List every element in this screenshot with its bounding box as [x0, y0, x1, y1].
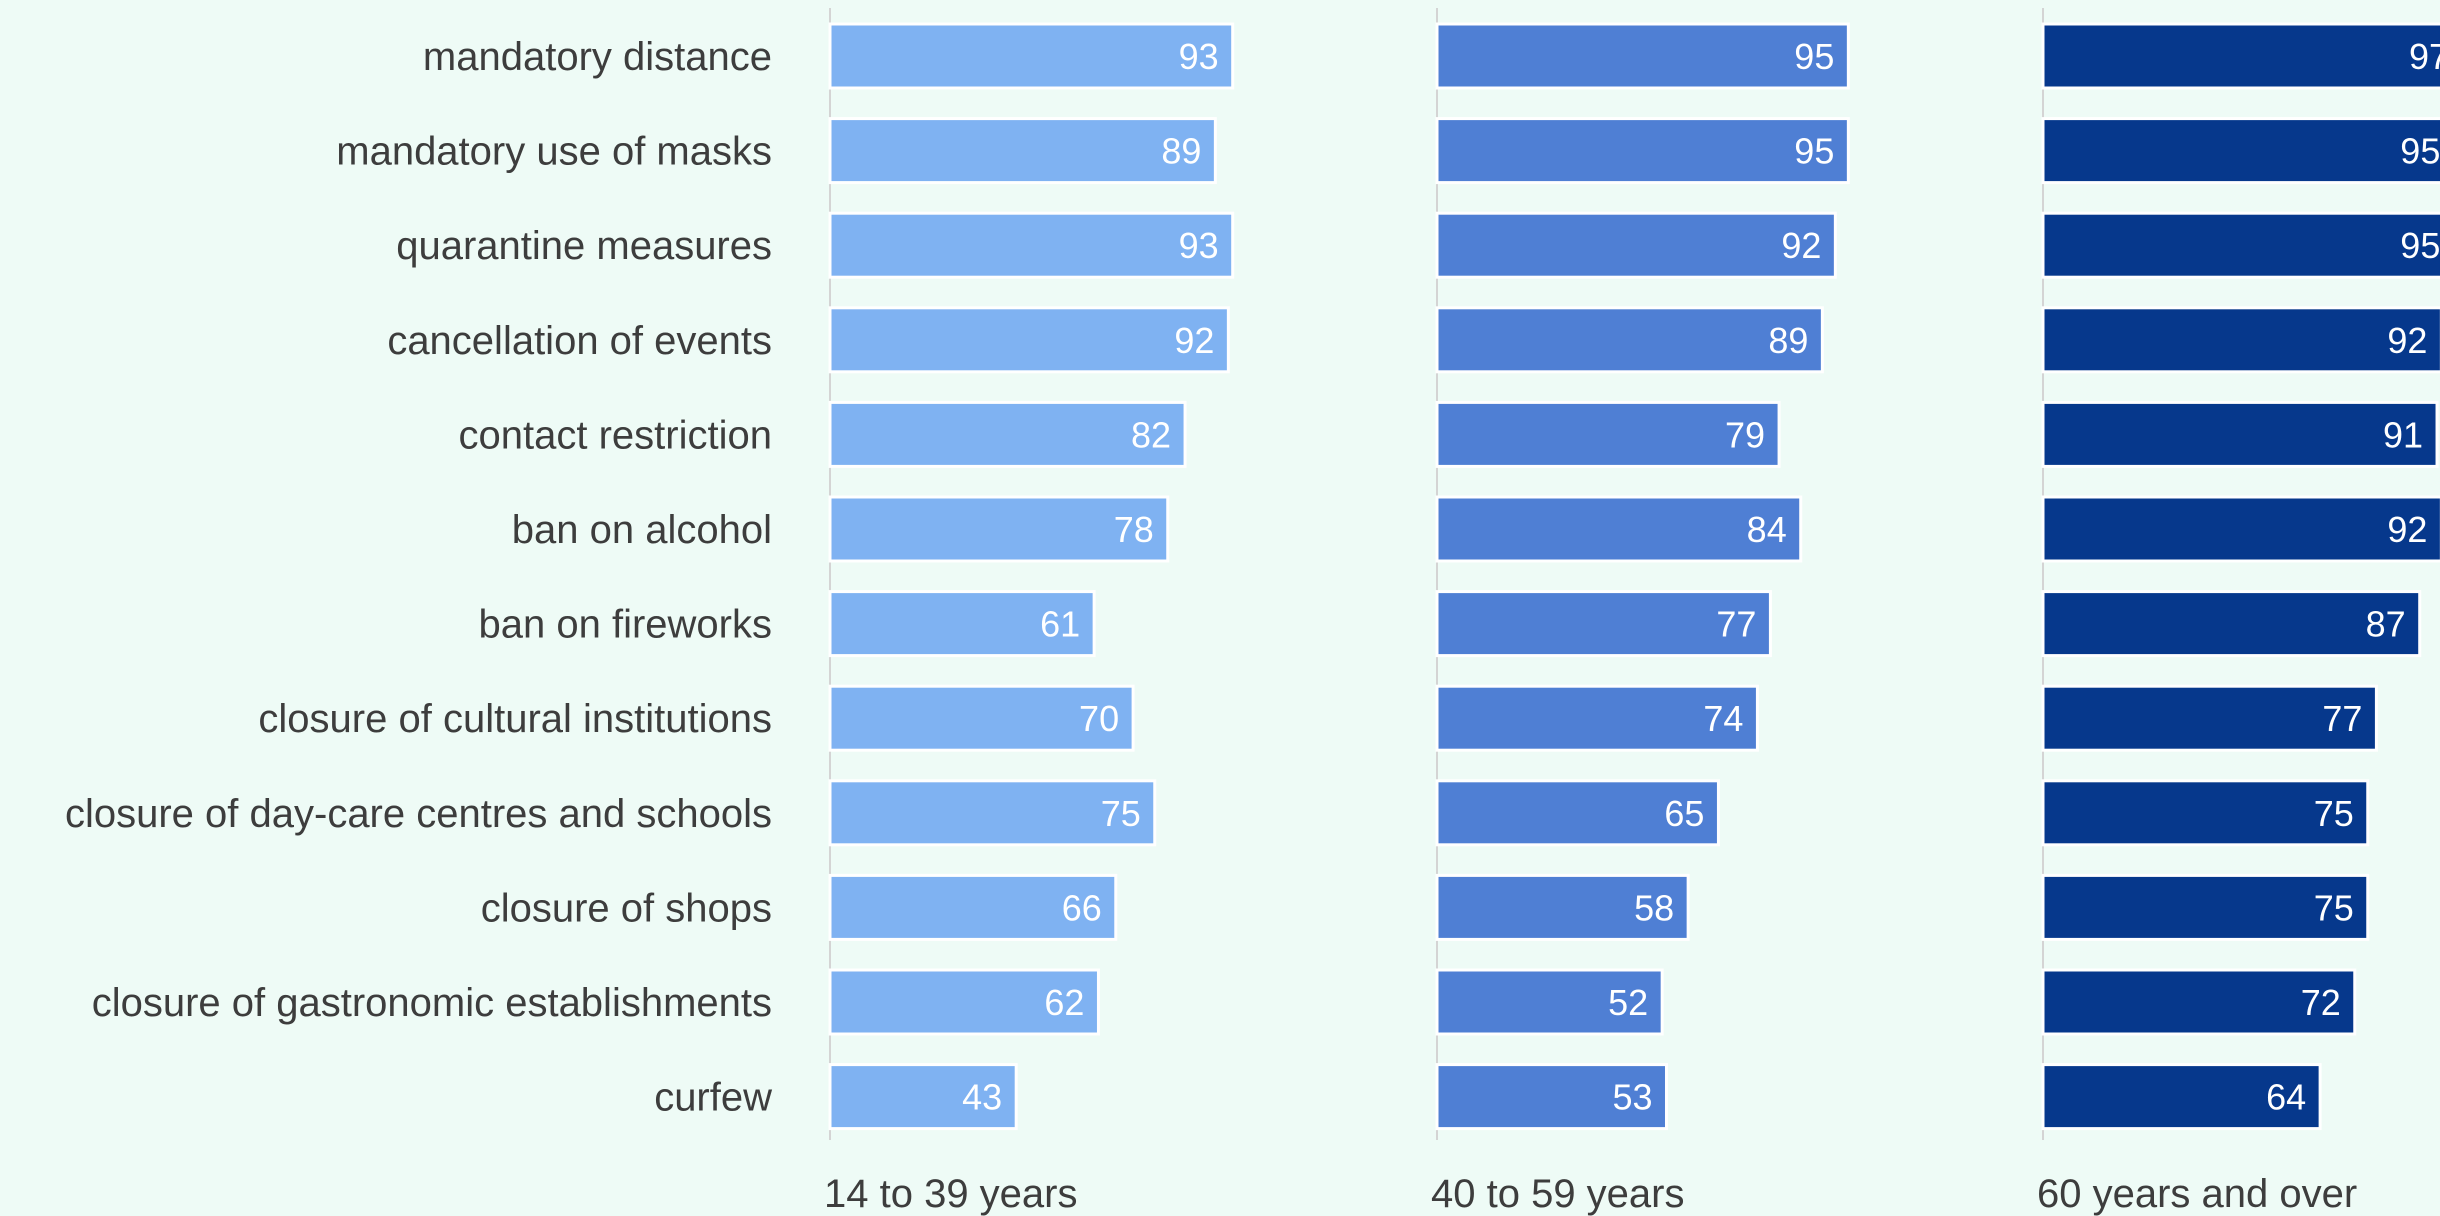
- data-label: 82: [1131, 414, 1171, 455]
- bar: [1435, 495, 1803, 563]
- bar: [828, 117, 1217, 185]
- category-label: quarantine measures: [396, 224, 772, 268]
- bar: [1435, 684, 1759, 752]
- panel-1: 93 89 93 92 82 78 61 70 75 66 62 43 14 to 39 years: [824, 8, 1235, 1216]
- data-label: 75: [1101, 793, 1141, 834]
- bar: [2041, 590, 2422, 658]
- data-label: 70: [1079, 698, 1119, 739]
- data-label: 58: [1634, 887, 1674, 928]
- bar: [828, 495, 1170, 563]
- bar: [1435, 590, 1772, 658]
- bar: [828, 400, 1187, 468]
- bar: [2041, 306, 2440, 374]
- bar: [828, 590, 1096, 658]
- bar: [2041, 400, 2439, 468]
- data-label: 61: [1040, 604, 1080, 645]
- data-label: 79: [1725, 414, 1765, 455]
- data-label: 95: [1794, 36, 1834, 77]
- data-label: 66: [1062, 887, 1102, 928]
- data-label: 65: [1664, 793, 1704, 834]
- series-label: 40 to 59 years: [1431, 1172, 1685, 1216]
- bar: [2041, 684, 2378, 752]
- data-label: 91: [2383, 414, 2423, 455]
- data-label: 75: [2314, 793, 2354, 834]
- data-label: 97: [2409, 36, 2440, 77]
- bar: [828, 684, 1135, 752]
- bar: [828, 306, 1230, 374]
- bar: [828, 22, 1235, 90]
- data-label: 72: [2301, 982, 2341, 1023]
- bar: [1435, 873, 1690, 941]
- bar: [1435, 968, 1664, 1036]
- category-label: closure of day-care centres and schools: [65, 792, 772, 836]
- category-label: mandatory distance: [423, 35, 772, 79]
- bar: [1435, 117, 1850, 185]
- bar: [828, 873, 1118, 941]
- data-label: 64: [2266, 1077, 2306, 1118]
- data-label: 77: [2322, 698, 2362, 739]
- bar: [1435, 1063, 1668, 1131]
- bar: [1435, 211, 1837, 279]
- category-label: contact restriction: [459, 413, 772, 457]
- category-label: closure of gastronomic establishments: [92, 981, 772, 1025]
- data-label: 92: [1781, 225, 1821, 266]
- data-label: 53: [1612, 1077, 1652, 1118]
- bar: [2041, 117, 2440, 185]
- data-label: 89: [1161, 131, 1201, 172]
- panel-2: 95 95 92 89 79 84 77 74 65 58 52 53 40 to 59 years: [1431, 8, 1850, 1216]
- category-label: closure of shops: [481, 886, 772, 930]
- bar: [828, 211, 1235, 279]
- bar: [1435, 400, 1781, 468]
- data-label: 95: [2400, 131, 2440, 172]
- category-label: curfew: [654, 1076, 772, 1120]
- data-label: 84: [1747, 509, 1787, 550]
- data-label: 78: [1114, 509, 1154, 550]
- data-label: 92: [2387, 509, 2427, 550]
- bar: [1435, 22, 1850, 90]
- bar: [2041, 873, 2370, 941]
- bar: [2041, 495, 2440, 563]
- category-label: ban on alcohol: [512, 508, 772, 552]
- bar: [828, 779, 1157, 847]
- data-label: 95: [1794, 131, 1834, 172]
- bar: [2041, 211, 2440, 279]
- bar: [1435, 779, 1720, 847]
- bar: [1435, 306, 1824, 374]
- category-label: closure of cultural institutions: [258, 697, 772, 741]
- data-label: 93: [1179, 225, 1219, 266]
- data-label: 43: [962, 1077, 1002, 1118]
- category-label: cancellation of events: [387, 319, 772, 363]
- bar: [2041, 779, 2370, 847]
- category-label: mandatory use of masks: [336, 130, 772, 174]
- data-label: 62: [1044, 982, 1084, 1023]
- data-label: 52: [1608, 982, 1648, 1023]
- bar: [2041, 968, 2357, 1036]
- panel-3: 97 95 95 92 91 92 87 77 75 75 72 64 60 years and ove…: [2037, 8, 2440, 1216]
- data-label: 75: [2314, 887, 2354, 928]
- bar: [2041, 22, 2440, 90]
- data-label: 93: [1179, 36, 1219, 77]
- bar: [828, 968, 1100, 1036]
- data-label: 89: [1768, 320, 1808, 361]
- series-label: 14 to 39 years: [824, 1172, 1078, 1216]
- data-label: 74: [1703, 698, 1743, 739]
- data-label: 92: [2387, 320, 2427, 361]
- data-label: 77: [1716, 604, 1756, 645]
- data-label: 95: [2400, 225, 2440, 266]
- bar: [828, 1063, 1018, 1131]
- bar: [2041, 1063, 2322, 1131]
- series-label: 60 years and over: [2037, 1172, 2357, 1216]
- category-label: ban on fireworks: [479, 603, 772, 647]
- data-label: 92: [1174, 320, 1214, 361]
- data-label: 87: [2366, 604, 2406, 645]
